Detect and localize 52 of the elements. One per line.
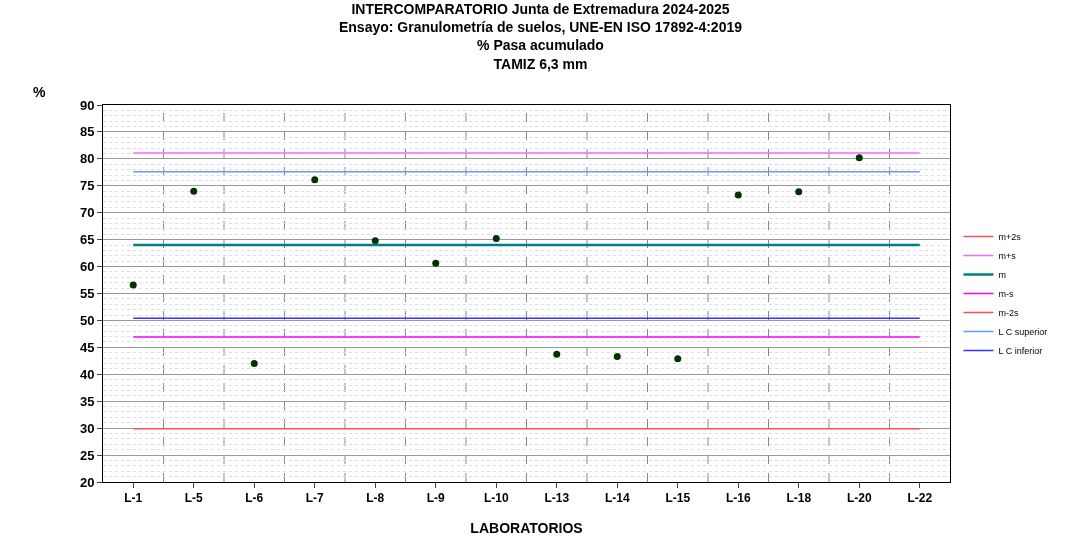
legend-label: L C superior <box>998 327 1048 338</box>
point <box>795 188 803 196</box>
y-tick-label: 60 <box>79 259 95 275</box>
x-tick-label: L-15 <box>665 491 691 506</box>
point <box>674 355 682 363</box>
y-tick-label: 75 <box>79 178 95 194</box>
y-tick-label: 35 <box>79 393 95 409</box>
x-axis-title: LABORATORIOS <box>470 519 583 536</box>
x-tick-label: L-6 <box>245 491 264 506</box>
y-tick-label: 45 <box>79 339 95 355</box>
x-tick-label: L-9 <box>426 491 446 506</box>
point <box>129 281 137 289</box>
chart-title: INTERCOMPARATORIO Junta de Extremadura 2024-2025 Ensayo: Granulometría de suelos, UNE-EN ISO 17892-4:2019 % Pasa acumulado TAMIZ 6,3 mm <box>338 1 743 72</box>
x-tick-label: L-8 <box>366 491 385 506</box>
legend-label: m+s <box>998 251 1017 262</box>
point <box>371 237 379 245</box>
y-tick-label: 55 <box>79 286 95 302</box>
x-tick-label: L-5 <box>184 491 204 506</box>
x-tick-label: L-18 <box>786 491 812 506</box>
y-tick-label: 90 <box>79 97 95 113</box>
x-tick-label: L-7 <box>305 491 325 506</box>
legend-label: m-s <box>998 289 1014 300</box>
x-tick-label: L-10 <box>483 491 509 506</box>
y-axis-title: % <box>33 84 46 100</box>
point <box>311 176 319 184</box>
legend-label: L C inferior <box>998 346 1043 357</box>
y-tick-label: 85 <box>79 124 95 140</box>
x-tick-label: L-14 <box>604 491 630 506</box>
legend-label: m <box>998 270 1006 281</box>
x-tick-label: L-22 <box>907 491 933 506</box>
y-tick-label: 25 <box>79 447 95 463</box>
x-tick-label: L-1 <box>124 491 143 506</box>
point <box>492 235 500 243</box>
y-tick-label: 80 <box>79 151 95 167</box>
y-tick-label: 30 <box>79 420 95 436</box>
y-tick-label: 70 <box>79 205 95 221</box>
point <box>855 154 863 162</box>
y-tick-label: 40 <box>79 366 95 382</box>
point <box>432 259 440 267</box>
y-tick-label: 20 <box>79 474 95 490</box>
x-tick-label: L-16 <box>725 491 751 506</box>
x-tick-label: L-20 <box>846 491 872 506</box>
point <box>553 350 561 358</box>
y-tick-label: 65 <box>79 232 95 248</box>
point <box>190 187 198 195</box>
point <box>613 353 621 361</box>
point <box>250 360 258 368</box>
x-tick-label: L-13 <box>544 491 570 506</box>
legend-label: m+2s <box>998 232 1022 243</box>
y-tick-label: 50 <box>79 312 95 328</box>
legend-label: m-2s <box>998 308 1019 319</box>
point <box>734 191 742 199</box>
